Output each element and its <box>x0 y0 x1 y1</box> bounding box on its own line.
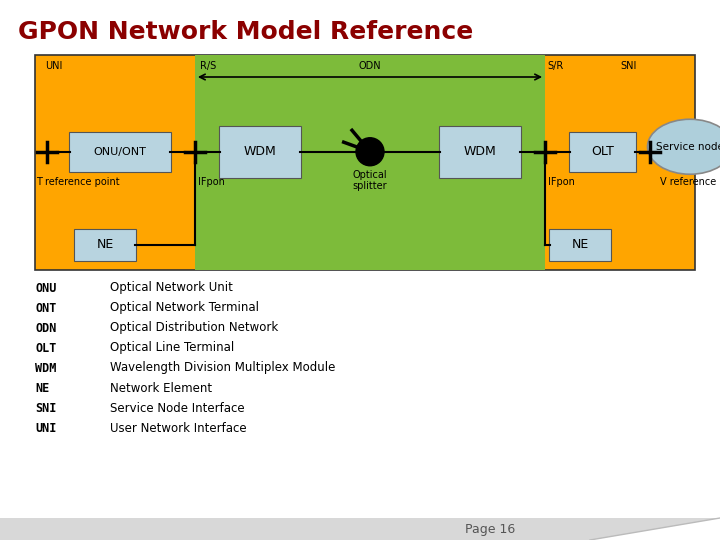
Text: R/S: R/S <box>200 61 216 71</box>
Text: UNI: UNI <box>45 61 63 71</box>
Text: WDM: WDM <box>464 145 496 158</box>
Text: V reference point: V reference point <box>660 177 720 187</box>
Text: SNI: SNI <box>35 402 56 415</box>
Text: ONU/ONT: ONU/ONT <box>94 147 146 157</box>
Text: Optical Network Unit: Optical Network Unit <box>110 281 233 294</box>
Text: Optical
splitter: Optical splitter <box>353 170 387 191</box>
Ellipse shape <box>647 119 720 174</box>
FancyBboxPatch shape <box>549 229 611 261</box>
FancyBboxPatch shape <box>219 126 301 178</box>
Text: OLT: OLT <box>591 145 614 158</box>
Text: Network Element: Network Element <box>110 381 212 395</box>
FancyBboxPatch shape <box>195 55 545 270</box>
Text: Service node: Service node <box>656 141 720 152</box>
Text: WDM: WDM <box>243 145 276 158</box>
Text: Optical Distribution Network: Optical Distribution Network <box>110 321 278 334</box>
Text: SNI: SNI <box>620 61 636 71</box>
Text: Service Node Interface: Service Node Interface <box>110 402 245 415</box>
Text: T reference point: T reference point <box>36 177 120 187</box>
Text: ODN: ODN <box>35 321 56 334</box>
FancyBboxPatch shape <box>439 126 521 178</box>
Text: IFpon: IFpon <box>548 177 575 187</box>
FancyBboxPatch shape <box>0 518 720 540</box>
Text: Wavelength Division Multiplex Module: Wavelength Division Multiplex Module <box>110 361 336 375</box>
Text: NE: NE <box>35 381 49 395</box>
FancyBboxPatch shape <box>69 132 171 172</box>
Text: OLT: OLT <box>35 341 56 354</box>
FancyBboxPatch shape <box>35 55 695 270</box>
Text: ODN: ODN <box>359 61 382 71</box>
Text: ONU: ONU <box>35 281 56 294</box>
Text: User Network Interface: User Network Interface <box>110 422 247 435</box>
Text: S/R: S/R <box>547 61 563 71</box>
Polygon shape <box>590 518 720 540</box>
Text: Page 16: Page 16 <box>465 523 515 536</box>
Text: Optical Network Terminal: Optical Network Terminal <box>110 301 259 314</box>
FancyBboxPatch shape <box>569 132 636 172</box>
Text: UNI: UNI <box>35 422 56 435</box>
Text: Optical Line Terminal: Optical Line Terminal <box>110 341 234 354</box>
Text: ONT: ONT <box>35 301 56 314</box>
Text: IFpon: IFpon <box>198 177 225 187</box>
Text: NE: NE <box>572 239 589 252</box>
Text: WDM: WDM <box>35 361 56 375</box>
FancyBboxPatch shape <box>74 229 136 261</box>
Text: GPON Network Model Reference: GPON Network Model Reference <box>18 20 473 44</box>
Text: NE: NE <box>96 239 114 252</box>
Circle shape <box>356 138 384 166</box>
